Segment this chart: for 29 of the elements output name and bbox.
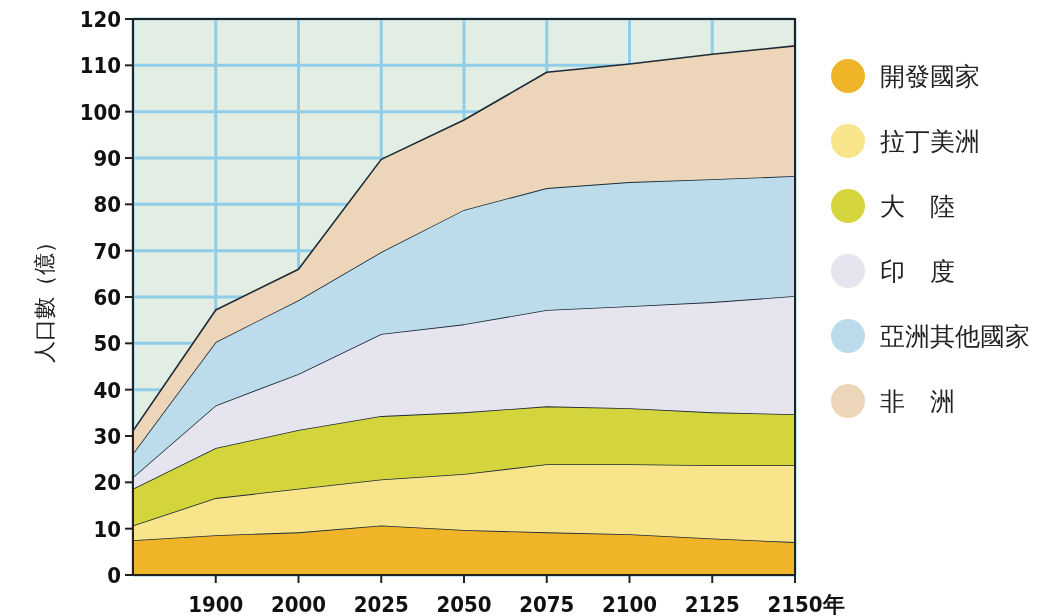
- x-axis-title: 年: [822, 592, 845, 616]
- x-tick-label: 2100: [601, 592, 658, 616]
- x-tick-label: 2075: [519, 592, 575, 616]
- legend-label: 印 度: [880, 257, 955, 285]
- legend-label: 開發國家: [880, 62, 980, 90]
- y-tick-label: 80: [93, 192, 121, 218]
- y-tick-label: 10: [93, 516, 121, 542]
- y-tick-label: 100: [79, 99, 121, 125]
- y-tick-label: 40: [93, 377, 121, 403]
- y-tick-label: 50: [93, 331, 121, 357]
- x-tick-label: 2000: [270, 592, 327, 616]
- y-tick-label: 0: [107, 563, 121, 588]
- y-tick-label: 70: [93, 238, 121, 264]
- x-tick-label: 2050: [436, 592, 492, 616]
- legend-label: 亞洲其他國家: [880, 322, 1030, 350]
- y-tick-label: 20: [93, 470, 121, 496]
- y-tick-label: 60: [93, 285, 121, 310]
- y-axis-title: 人口數（億）: [32, 231, 57, 363]
- y-tick-label: 110: [79, 53, 121, 79]
- x-tick-label: 2125: [684, 592, 740, 616]
- legend-label: 拉丁美洲: [880, 127, 980, 155]
- x-tick-label: 2150: [767, 592, 823, 616]
- y-tick-label: 30: [93, 424, 121, 449]
- legend-label: 大 陸: [880, 192, 955, 220]
- legend-label: 非 洲: [880, 387, 955, 415]
- y-tick-label: 120: [79, 7, 121, 32]
- x-tick-label: 2025: [353, 592, 409, 616]
- x-tick-label: 1900: [188, 592, 244, 616]
- y-tick-label: 90: [93, 146, 121, 171]
